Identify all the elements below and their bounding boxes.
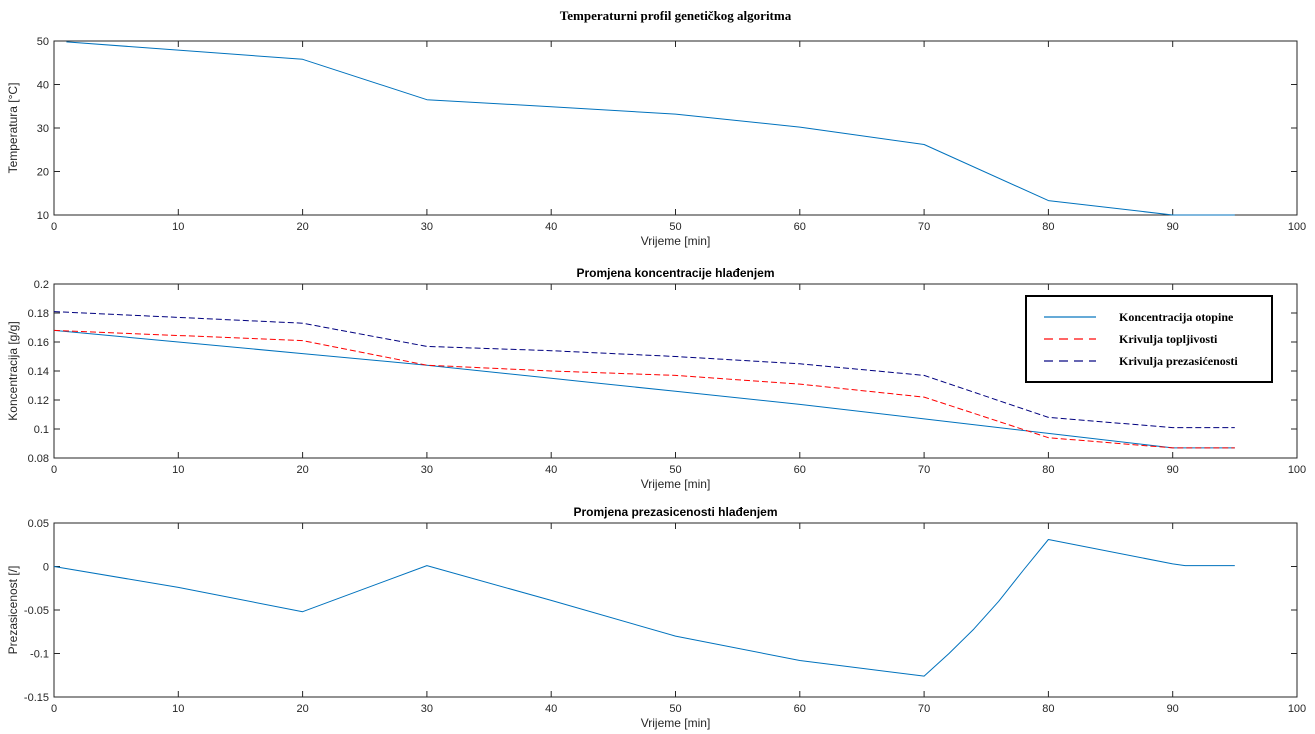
plot-area — [53, 522, 1298, 698]
y-axis-label: Koncentracija [g/g] — [6, 321, 20, 420]
x-axis-label: Vrijeme [min] — [641, 234, 711, 248]
x-tick-label: 50 — [669, 221, 681, 233]
x-tick-label: 40 — [545, 464, 557, 476]
x-tick-label: 30 — [421, 221, 433, 233]
x-tick-label: 20 — [296, 703, 308, 715]
x-tick-label: 100 — [1288, 703, 1306, 715]
x-tick-label: 10 — [172, 464, 184, 476]
series-line-2 — [53, 311, 1235, 429]
legend: Koncentracija otopine Krivulja topljivost… — [1025, 295, 1273, 383]
y-tick-label: 10 — [37, 210, 49, 222]
series-line-1 — [53, 329, 1235, 449]
legend-label-0: Koncentracija otopine — [1119, 310, 1234, 324]
y-tick-label: 0.2 — [34, 279, 49, 291]
series-line-0 — [53, 329, 1235, 449]
y-tick-label: 0.05 — [28, 518, 49, 530]
series-line-0 — [66, 41, 1235, 216]
x-tick-label: 60 — [794, 464, 806, 476]
y-tick-label: 0.14 — [28, 366, 49, 378]
x-tick-label: 40 — [545, 221, 557, 233]
plot-area — [53, 40, 1298, 216]
chart-title: Promjena koncentracije hlađenjem — [576, 266, 774, 280]
x-tick-label: 100 — [1288, 221, 1306, 233]
y-tick-label: 0.18 — [28, 308, 49, 320]
chart-title: Promjena prezasicenosti hlađenjem — [573, 505, 777, 519]
x-tick-label: 50 — [669, 464, 681, 476]
y-tick-label: 0.1 — [34, 424, 49, 436]
y-tick-label: -0.05 — [24, 605, 49, 617]
y-tick-label: 20 — [37, 167, 49, 179]
y-axis-label: Temperatura [°C] — [6, 83, 20, 174]
x-tick-label: 0 — [51, 221, 57, 233]
temperature-panel: 0 10 20 30 40 50 60 70 80 90 1001020304050Vrijeme … — [6, 8, 1306, 248]
x-tick-label: 60 — [794, 221, 806, 233]
x-tick-label: 90 — [1167, 221, 1179, 233]
x-axis-label: Vrijeme [min] — [641, 716, 711, 730]
y-tick-label: 0.16 — [28, 337, 49, 349]
y-tick-label: 0.12 — [28, 395, 49, 407]
x-tick-label: 10 — [172, 703, 184, 715]
x-tick-label: 40 — [545, 703, 557, 715]
x-tick-label: 80 — [1042, 703, 1054, 715]
x-tick-label: 0 — [51, 464, 57, 476]
y-tick-label: 30 — [37, 123, 49, 135]
x-tick-label: 90 — [1167, 464, 1179, 476]
legend-label-2: Krivulja prezasićenosti — [1119, 354, 1238, 368]
series-line-0 — [53, 539, 1235, 677]
y-tick-label: 40 — [37, 80, 49, 92]
x-tick-label: 0 — [51, 703, 57, 715]
y-axis-label: Prezasicenost [/] — [6, 566, 20, 655]
x-tick-label: 60 — [794, 703, 806, 715]
y-tick-label: 0.08 — [28, 453, 49, 465]
x-tick-label: 20 — [296, 464, 308, 476]
y-tick-label: 0 — [43, 562, 49, 574]
x-tick-label: 90 — [1167, 703, 1179, 715]
chart-title: Temperaturni profil genetičkog algoritma — [560, 8, 792, 23]
x-tick-label: 50 — [669, 703, 681, 715]
x-tick-label: 70 — [918, 221, 930, 233]
x-tick-label: 80 — [1042, 464, 1054, 476]
x-tick-label: 10 — [172, 221, 184, 233]
concentration-panel: 0 10 20 30 40 50 60 70 80 90 100 0.08 0.1 0.12 0.14 0.1… — [6, 266, 1306, 491]
x-tick-label: 70 — [918, 703, 930, 715]
x-tick-label: 20 — [296, 221, 308, 233]
y-tick-label: 50 — [37, 36, 49, 48]
x-tick-label: 80 — [1042, 221, 1054, 233]
x-tick-label: 30 — [421, 703, 433, 715]
legend-label-1: Krivulja topljivosti — [1119, 332, 1218, 346]
x-tick-label: 70 — [918, 464, 930, 476]
supersaturation-panel: 0 10 20 30 40 50 60 70 80 90 100 -0.15 -0.1 -0.05 0 0.0… — [6, 505, 1306, 730]
y-tick-label: -0.15 — [24, 692, 49, 704]
y-tick-label: -0.1 — [30, 649, 49, 661]
x-axis-label: Vrijeme [min] — [641, 477, 711, 491]
x-tick-label: 30 — [421, 464, 433, 476]
x-tick-label: 100 — [1288, 464, 1306, 476]
